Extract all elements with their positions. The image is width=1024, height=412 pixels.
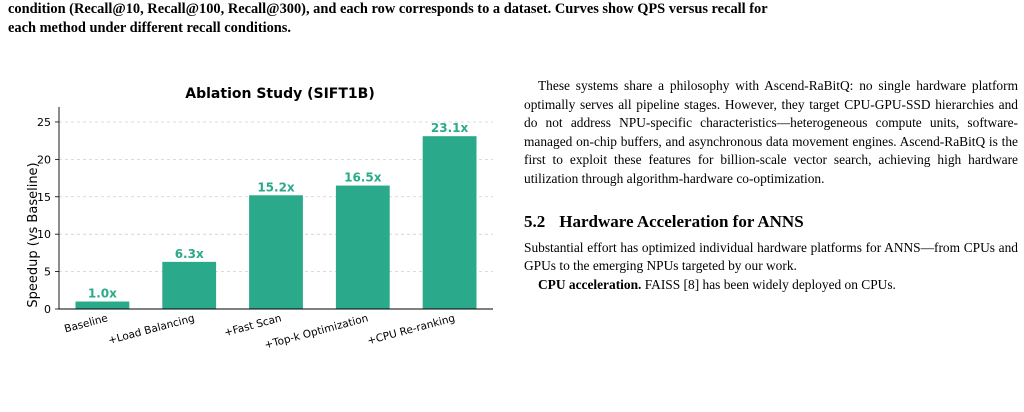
right-column: These systems share a philosophy with As… xyxy=(524,77,1018,294)
section-title: Hardware Acceleration for ANNS xyxy=(559,211,804,231)
data-label: 23.1x xyxy=(431,121,469,135)
figure-caption-tail: condition (Recall@10, Recall@100, Recall… xyxy=(8,0,1018,38)
data-label: 16.5x xyxy=(344,171,382,185)
section-heading: 5.2 Hardware Acceleration for ANNS xyxy=(524,212,1018,232)
y-tick-label: 20 xyxy=(37,153,51,166)
ablation-chart: Ablation Study (SIFT1B) 1.0x 6.3x 15.2x 16.… xyxy=(0,74,500,412)
bar-4 xyxy=(335,185,390,309)
bar-5 xyxy=(422,136,477,309)
y-tick-label: 25 xyxy=(37,116,51,129)
x-tick-label: +CPU Re-ranking xyxy=(366,312,456,347)
bar-2 xyxy=(162,261,217,309)
chart-svg: Ablation Study (SIFT1B) 1.0x 6.3x 15.2x 16.… xyxy=(26,86,493,352)
y-tick-label: 0 xyxy=(44,303,51,316)
bar-1 xyxy=(75,301,130,309)
y-tick-label: 15 xyxy=(37,191,51,204)
section-number: 5.2 xyxy=(524,211,546,231)
y-tick-label: 10 xyxy=(37,228,51,241)
data-label: 15.2x xyxy=(257,180,295,194)
x-tick-label: +Load Balancing xyxy=(107,312,196,347)
paragraph-cpu-acceleration: CPU acceleration. FAISS [8] has been wid… xyxy=(524,276,1018,295)
x-tick-label: Baseline xyxy=(63,312,109,335)
paragraph-systems-philosophy: These systems share a philosophy with As… xyxy=(524,78,1018,186)
chart-title: Ablation Study (SIFT1B) xyxy=(185,86,374,102)
paragraph-hardware-effort: Substantial effort has optimized individ… xyxy=(524,239,1018,274)
caption-line-2: each method under different recall condi… xyxy=(8,20,292,36)
data-labels: 1.0x 6.3x 15.2x 16.5x 23.1x xyxy=(88,121,469,300)
caption-line-1: condition (Recall@10, Recall@100, Recall… xyxy=(8,1,768,17)
data-label: 1.0x xyxy=(88,287,117,301)
paragraph-cpu-text: FAISS [8] has been widely deployed on CP… xyxy=(641,276,896,292)
x-tick-label: +Fast Scan xyxy=(223,312,283,339)
bar-3 xyxy=(249,195,303,309)
data-label: 6.3x xyxy=(175,247,204,261)
y-axis-label: Speedup (vs Baseline) xyxy=(26,162,41,307)
y-tick-label: 5 xyxy=(44,266,51,279)
run-in-heading-cpu: CPU acceleration. xyxy=(538,276,642,292)
bars xyxy=(75,136,477,309)
